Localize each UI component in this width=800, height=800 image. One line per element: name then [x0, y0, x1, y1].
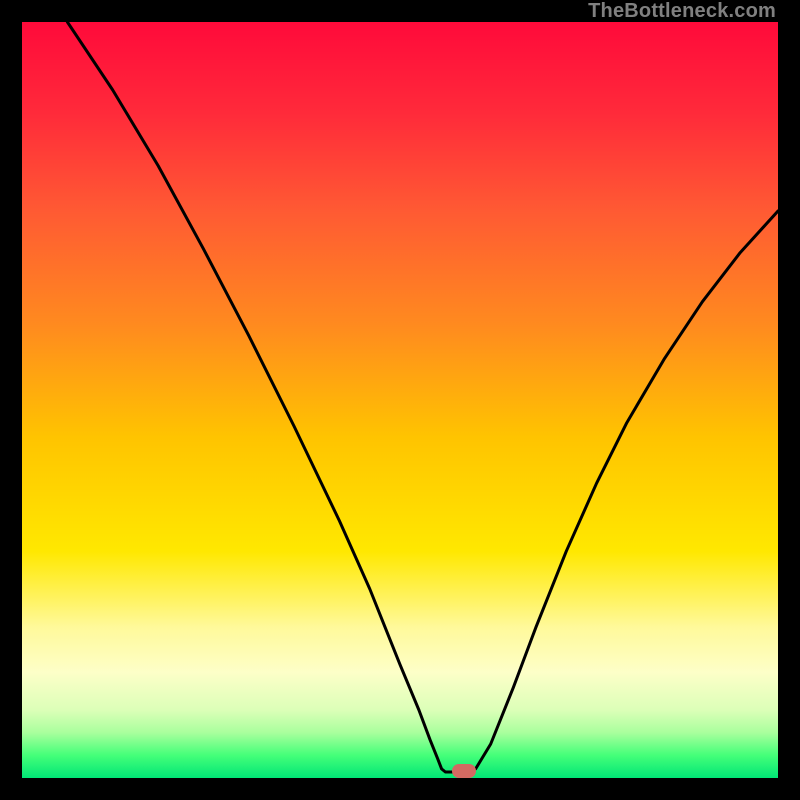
curve-path [67, 22, 778, 772]
watermark-text: TheBottleneck.com [588, 0, 776, 23]
bottleneck-curve [22, 22, 778, 778]
optimum-marker [452, 764, 476, 778]
chart-frame: TheBottleneck.com [0, 0, 800, 800]
plot-area [22, 22, 778, 778]
